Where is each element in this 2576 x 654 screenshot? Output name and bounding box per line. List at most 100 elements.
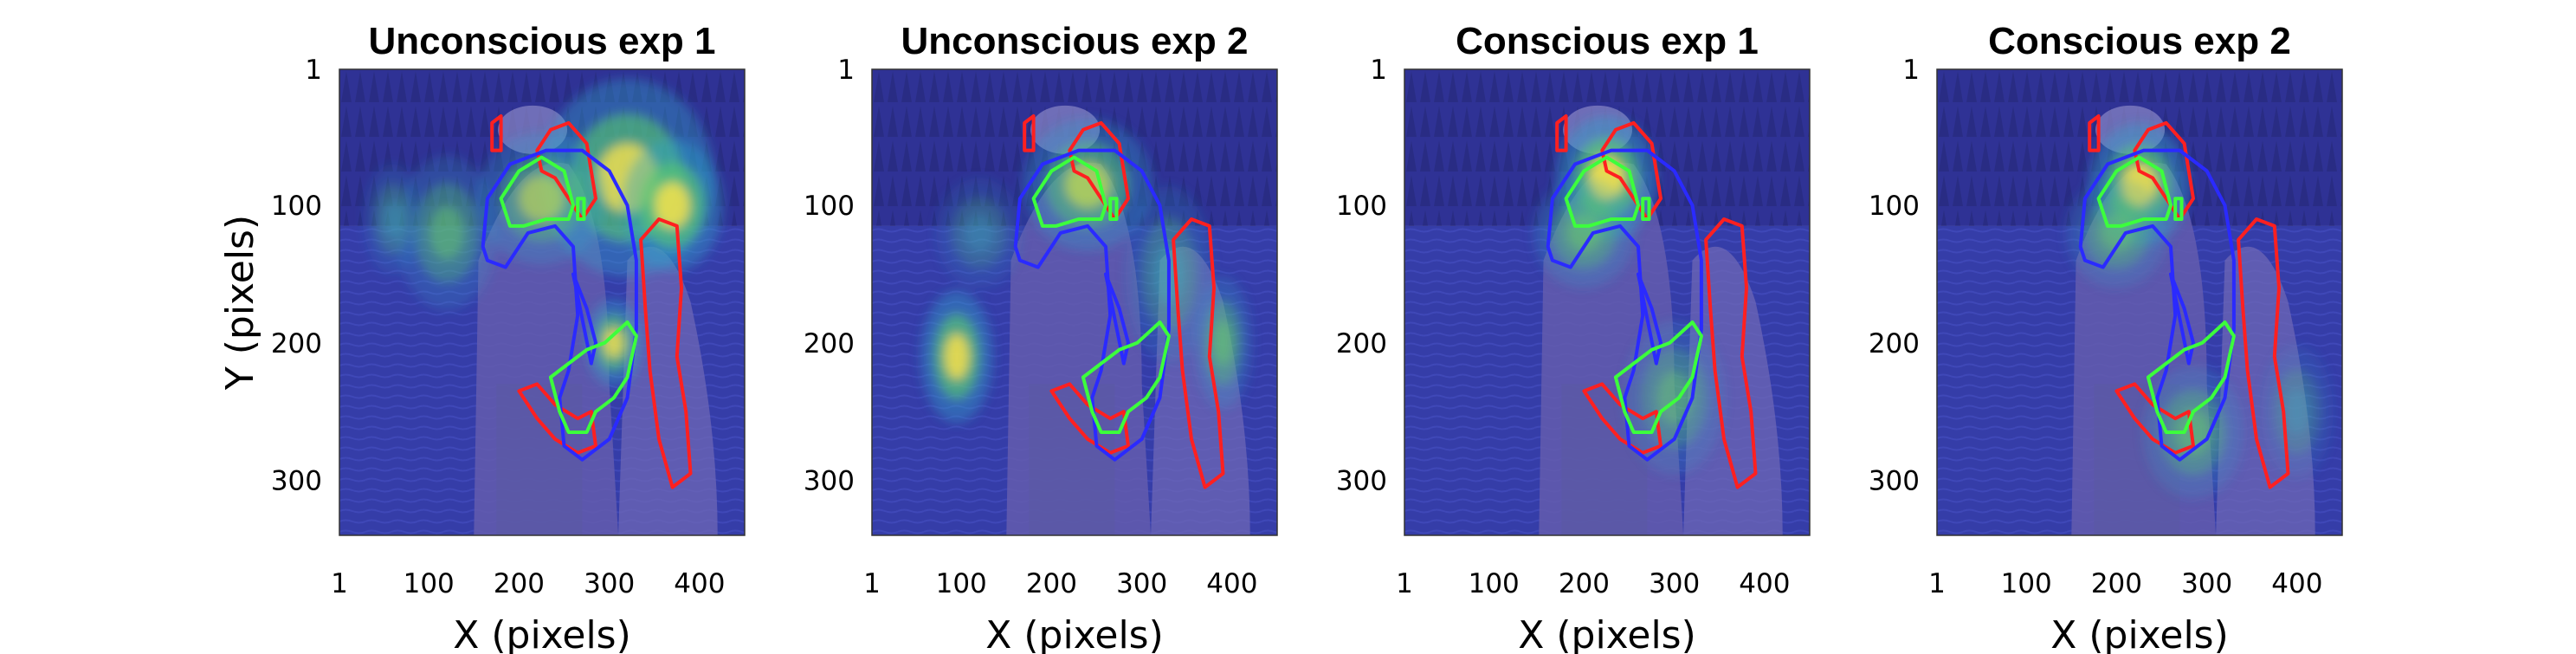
x-axis-label: X (pixels) (985, 613, 1164, 654)
y-tick-label: 200 (271, 328, 322, 359)
roi-contour (1582, 382, 1662, 455)
x-tick-label: 200 (1026, 568, 1077, 599)
x-tick-label: 300 (1116, 568, 1167, 599)
roi-contour (2114, 382, 2195, 455)
roi-contour (517, 382, 597, 455)
heatmap-image (339, 69, 745, 535)
laptop-shape (496, 384, 583, 535)
x-axis-label: X (pixels) (453, 613, 631, 654)
heatmap-image (1937, 69, 2342, 535)
axes-frame (871, 68, 1278, 536)
y-tick-label: 1 (1902, 55, 1920, 86)
axes-frame (339, 68, 746, 536)
x-tick-label: 1 (1396, 568, 1413, 599)
hotspot-core (655, 182, 691, 229)
panel-3: Conscious exp 1 1 100 200 300 400 X (pixels) 1 1… (1336, 20, 1811, 654)
heatmap-image (872, 69, 1277, 535)
y-tick-label: 300 (804, 466, 855, 497)
x-axis-label: X (pixels) (2050, 613, 2229, 654)
x-tick-label: 200 (1559, 568, 1610, 599)
y-tick-label: 1 (305, 55, 322, 86)
roi-contour (576, 197, 586, 221)
roi-contour (481, 148, 638, 462)
y-tick-label: 200 (1869, 328, 1920, 359)
y-tick-label: 200 (804, 328, 855, 359)
roi-contour (2088, 114, 2101, 152)
x-tick-label: 200 (2091, 568, 2142, 599)
roi-contour (1104, 272, 1130, 366)
x-tick-label: 100 (936, 568, 987, 599)
hotspot-core (1656, 371, 1693, 425)
x-tick-label: 200 (494, 568, 545, 599)
roi-contour (548, 321, 638, 434)
person-silhouette (1683, 246, 1783, 535)
person-silhouette (618, 246, 718, 535)
panel-title: Conscious exp 2 (1988, 20, 2291, 62)
roi-contour (2133, 120, 2195, 221)
heatmap-image (1404, 69, 1810, 535)
roi-contour (1068, 120, 1130, 221)
y-tick-label: 1 (1370, 55, 1387, 86)
axes-frame (1936, 68, 2343, 536)
x-tick-label: 100 (1469, 568, 1520, 599)
roi-contour (2173, 197, 2184, 221)
roi-contour (2237, 217, 2290, 489)
laptop-shape (1029, 384, 1115, 535)
roi-contour (1613, 321, 1703, 434)
y-tick-label: 100 (1869, 191, 1920, 222)
hotspot-core (964, 213, 995, 253)
hotspots (1533, 116, 1726, 476)
y-tick-label: 200 (1336, 328, 1387, 359)
hotspot-core (604, 327, 624, 359)
roi-contour (499, 155, 575, 228)
y-tick-label: 100 (271, 191, 322, 222)
panel-title: Conscious exp 1 (1456, 20, 1759, 62)
axes-frame (1404, 68, 1811, 536)
roi-contour (2078, 148, 2236, 462)
y-tick-label: 300 (271, 466, 322, 497)
x-tick-label: 1 (331, 568, 348, 599)
roi-contour (2146, 321, 2236, 434)
roi-contour (1013, 148, 1171, 462)
x-tick-label: 100 (404, 568, 455, 599)
roi-contour (1172, 217, 1225, 489)
roi-contour (1546, 148, 1703, 462)
roi-contour (535, 120, 597, 221)
panel-title: Unconscious exp 2 (901, 20, 1248, 62)
y-tick-label: 100 (804, 191, 855, 222)
hotspot-core (519, 175, 565, 222)
panel-4: Conscious exp 2 1 100 200 300 400 X (pixels) 1 1… (1869, 20, 2343, 654)
x-tick-label: 300 (1649, 568, 1700, 599)
y-tick-label: 300 (1336, 466, 1387, 497)
x-axis-label: X (pixels) (1518, 613, 1696, 654)
roi-contour (1555, 114, 1568, 152)
roi-contour (639, 217, 693, 489)
panel-1: Unconscious exp 1 1 100 200 300 400 X (pixels)… (218, 20, 746, 654)
panel-2: Unconscious exp 2 1 100 200 300 400 X (pixels)… (804, 20, 1278, 654)
roi-contour (1031, 155, 1107, 228)
hotspot-core (429, 205, 465, 260)
x-tick-label: 300 (2181, 568, 2232, 599)
roi-contour (571, 272, 597, 366)
roi-contour (1049, 382, 1130, 455)
roi-contour (1600, 120, 1662, 221)
roi-contour (1641, 197, 1651, 221)
x-tick-label: 400 (1206, 568, 1257, 599)
x-tick-label: 100 (2001, 568, 2052, 599)
hotspot-core (382, 199, 404, 239)
roi-contour (1108, 197, 1119, 221)
y-tick-label: 1 (837, 55, 855, 86)
x-tick-label: 300 (584, 568, 635, 599)
roi-contour (2169, 272, 2195, 366)
x-tick-label: 400 (674, 568, 725, 599)
x-tick-label: 1 (1928, 568, 1946, 599)
y-tick-label: 300 (1869, 466, 1920, 497)
roi-contour (1081, 321, 1171, 434)
y-tick-label: 100 (1336, 191, 1387, 222)
hotspot-core (944, 333, 970, 380)
panel-title: Unconscious exp 1 (368, 20, 715, 62)
roi-contour (490, 114, 503, 152)
x-tick-label: 400 (1739, 568, 1790, 599)
hotspot-core (2284, 388, 2310, 435)
